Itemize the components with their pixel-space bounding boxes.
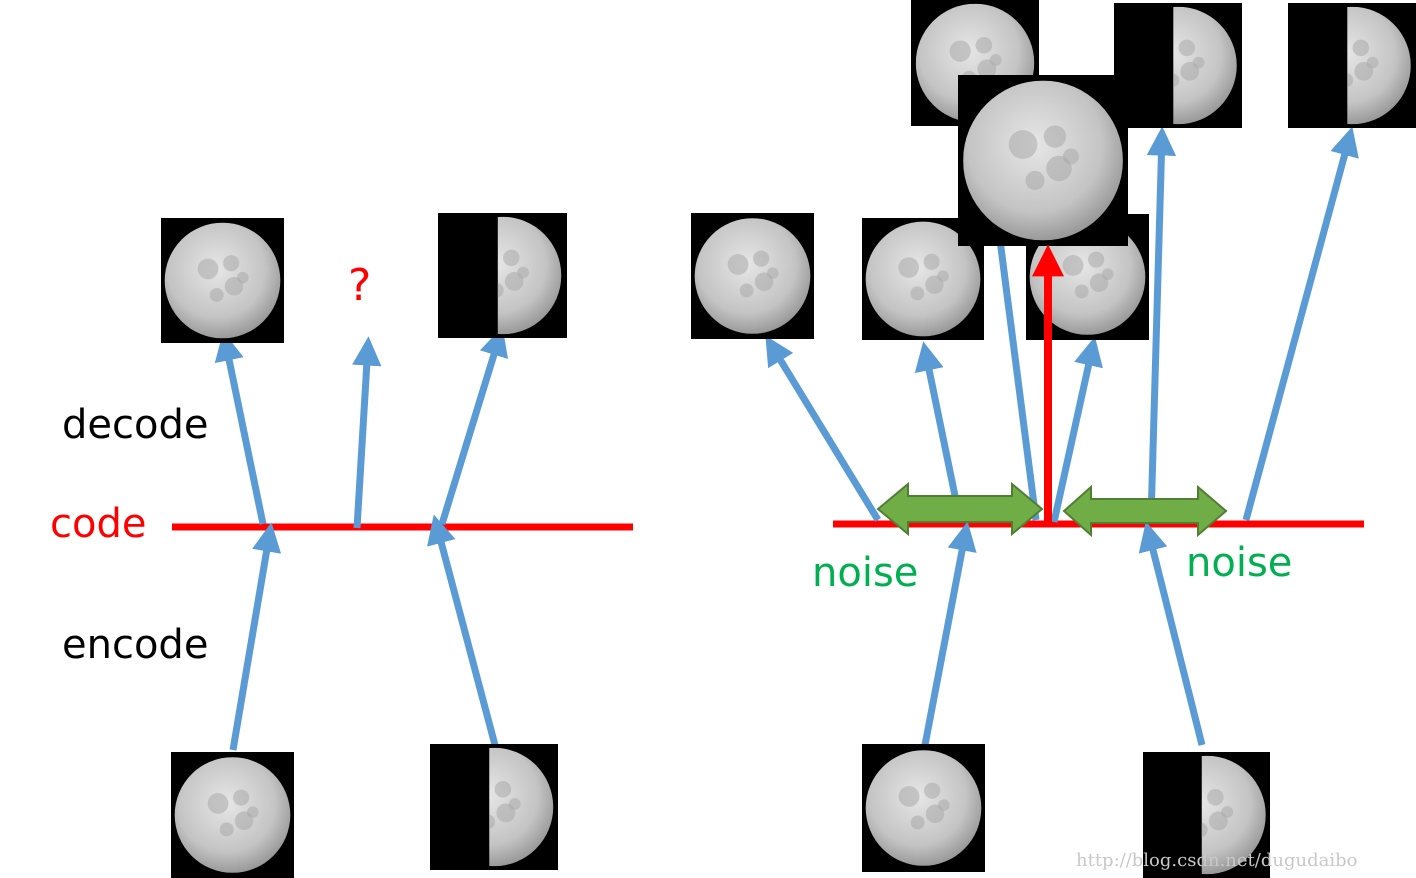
moon-left-output-half bbox=[438, 213, 567, 338]
label-encode: encode bbox=[62, 622, 208, 668]
label-noise-right: noise bbox=[1186, 540, 1292, 586]
encode-arrow-right-2 bbox=[1138, 521, 1206, 746]
moon-left-input-full bbox=[171, 752, 294, 878]
decode-arrow-right-5 bbox=[1146, 126, 1177, 521]
moon-right-output-gibbous-big bbox=[958, 75, 1128, 246]
encode-arrow-right-1 bbox=[921, 521, 977, 746]
label-question: ? bbox=[348, 260, 371, 311]
moon-right-input-full bbox=[862, 744, 985, 872]
encode-arrow-left-1 bbox=[229, 522, 282, 751]
moon-left-input-half bbox=[430, 744, 558, 870]
label-code: code bbox=[50, 501, 146, 547]
decode-arrow-right-6 bbox=[1242, 126, 1359, 521]
decode-arrow-left-1 bbox=[214, 331, 267, 525]
label-noise-left: noise bbox=[812, 550, 918, 596]
moon-right-output-full-1 bbox=[691, 213, 814, 339]
moon-right-input-half bbox=[1143, 752, 1270, 878]
moon-right-output-half-2 bbox=[1114, 3, 1242, 128]
noise-arrow-right bbox=[1062, 484, 1228, 538]
watermark: http://blog.csdn.net/dugudaibo bbox=[1076, 850, 1357, 871]
decode-arrow-right-2 bbox=[914, 341, 964, 521]
decode-arrow-left-3 bbox=[438, 326, 509, 526]
decode-arrow-left-2 bbox=[352, 336, 382, 529]
moon-left-output-full bbox=[161, 218, 284, 343]
noise-arrow-left bbox=[876, 481, 1044, 537]
moon-right-output-half-3 bbox=[1288, 3, 1416, 128]
label-decode: decode bbox=[62, 402, 208, 448]
decode-arrow-right-3 bbox=[996, 239, 1040, 521]
decode-arrow-right-1 bbox=[765, 335, 881, 522]
decode-arrow-right-4 bbox=[1050, 336, 1103, 523]
encode-arrow-left-2 bbox=[427, 514, 499, 746]
